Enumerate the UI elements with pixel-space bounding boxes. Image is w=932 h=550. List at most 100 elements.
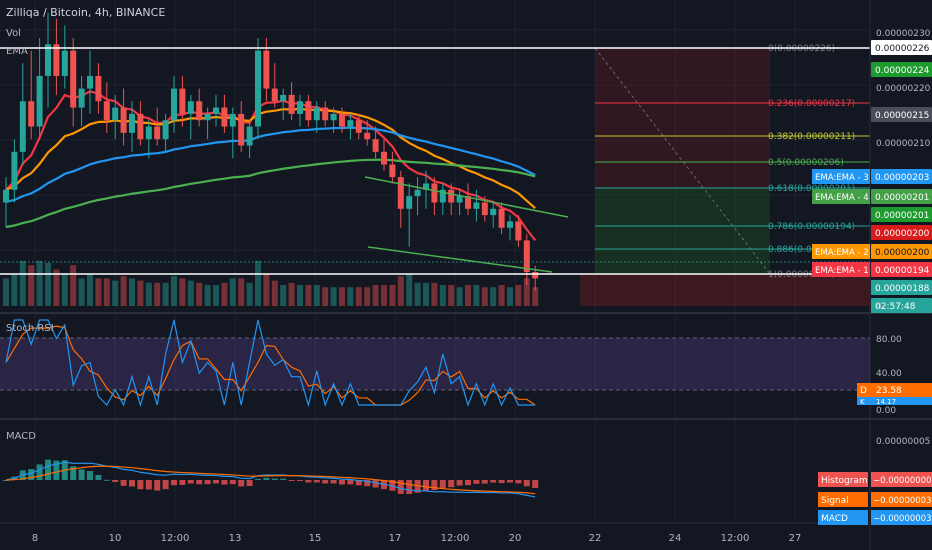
- volume-bar: [330, 287, 337, 306]
- fib-zone-below: [580, 274, 870, 306]
- volume-bar: [515, 285, 522, 306]
- candle-body[interactable]: [498, 208, 505, 228]
- candle-body[interactable]: [456, 196, 463, 203]
- candle-body[interactable]: [171, 88, 177, 121]
- candle-body[interactable]: [297, 101, 303, 114]
- time-axis-label: 12:00: [161, 533, 190, 544]
- candle-body[interactable]: [347, 120, 354, 127]
- volume-bar: [36, 260, 43, 306]
- volume-bar: [28, 265, 35, 306]
- grid-lines: [0, 0, 870, 523]
- macd-panel[interactable]: [3, 459, 539, 498]
- candle-body[interactable]: [162, 120, 169, 140]
- candle-body[interactable]: [120, 107, 127, 133]
- price-axis-label: 0.00000210: [876, 139, 931, 149]
- price-axis[interactable]: 0.00000230 0.00000220 0.00000210 0.00000188…: [812, 29, 932, 525]
- stoch-k-value: 14.17: [876, 398, 896, 406]
- candle-body[interactable]: [213, 107, 219, 114]
- candle-body[interactable]: [330, 113, 337, 121]
- candles[interactable]: [3, 12, 539, 292]
- ema-tag: [812, 169, 870, 184]
- candle-body[interactable]: [238, 113, 245, 146]
- candle-body[interactable]: [112, 107, 119, 121]
- fib-level-label: 0.886(0.00000190): [768, 245, 855, 255]
- candle-body[interactable]: [364, 132, 371, 140]
- candle-body[interactable]: [53, 44, 60, 76]
- stoch-rsi-panel[interactable]: [0, 319, 870, 408]
- candle-body[interactable]: [263, 50, 270, 89]
- candle-body[interactable]: [154, 126, 161, 140]
- ema-tag-text: EMA:EMA - 3: [815, 173, 869, 183]
- candle-body[interactable]: [87, 75, 93, 89]
- candle-body[interactable]: [423, 183, 429, 190]
- candle-body[interactable]: [95, 75, 102, 102]
- candle-body[interactable]: [439, 189, 446, 203]
- candle-body[interactable]: [490, 208, 497, 216]
- macd-histogram-bar: [45, 459, 51, 480]
- candle-body[interactable]: [229, 113, 236, 127]
- candle-body[interactable]: [28, 101, 35, 127]
- candle-body[interactable]: [305, 101, 312, 121]
- price-badge-text: 0.00000200: [875, 248, 930, 258]
- stoch-k-badge: [857, 397, 932, 405]
- candle-body[interactable]: [204, 113, 211, 121]
- macd-histogram-bar: [263, 477, 270, 480]
- candle-body[interactable]: [179, 88, 186, 114]
- macd-histogram-bar: [397, 480, 404, 494]
- candle-body[interactable]: [355, 120, 362, 133]
- candle-body[interactable]: [196, 101, 203, 121]
- candle-body[interactable]: [271, 88, 278, 102]
- candle-body[interactable]: [532, 272, 539, 279]
- candle-body[interactable]: [372, 139, 379, 152]
- candle-body[interactable]: [406, 196, 413, 209]
- candle-body[interactable]: [465, 196, 471, 209]
- candle-body[interactable]: [3, 189, 9, 203]
- candle-body[interactable]: [507, 221, 513, 228]
- candle-body[interactable]: [70, 50, 77, 108]
- candle-body[interactable]: [61, 50, 68, 76]
- candle-body[interactable]: [339, 113, 345, 127]
- candle-body[interactable]: [19, 101, 26, 152]
- upper-trendline[interactable]: [364, 176, 569, 218]
- macd-value: −0.00000003: [873, 496, 932, 506]
- candle-body[interactable]: [129, 113, 135, 133]
- candle-body[interactable]: [431, 183, 438, 203]
- candle-body[interactable]: [381, 151, 387, 165]
- candle-body[interactable]: [523, 240, 530, 273]
- candle-body[interactable]: [389, 164, 396, 178]
- candle-body[interactable]: [187, 101, 194, 114]
- candle-body[interactable]: [515, 221, 522, 241]
- candle-body[interactable]: [45, 44, 51, 76]
- macd-histogram-bar: [187, 480, 194, 484]
- ema-tag-text: EMA:EMA - 4: [815, 193, 869, 203]
- candle-body[interactable]: [448, 189, 455, 203]
- candle-body[interactable]: [255, 50, 261, 127]
- volume-bar: [347, 287, 354, 306]
- time-axis[interactable]: 8 10 12:00 13 15 17 12:00 20 22 24 12:00 27: [32, 533, 802, 544]
- fib-retracement[interactable]: 0(0.00000226) 0.236(0.00000217) 0.382(0.00…: [580, 44, 870, 306]
- candle-body[interactable]: [78, 88, 85, 108]
- candle-body[interactable]: [322, 107, 329, 121]
- candle-body[interactable]: [481, 202, 488, 216]
- candle-body[interactable]: [288, 94, 295, 114]
- candle-body[interactable]: [414, 189, 421, 197]
- lower-trendline[interactable]: [367, 246, 553, 273]
- candle-body[interactable]: [221, 107, 228, 127]
- candle-body[interactable]: [313, 107, 320, 121]
- candle-body[interactable]: [397, 177, 404, 209]
- candle-body[interactable]: [11, 151, 18, 190]
- price-badge: [871, 169, 932, 184]
- price-badge-text: 0.00000226: [875, 44, 930, 54]
- candle-body[interactable]: [145, 126, 152, 140]
- candle-body[interactable]: [246, 126, 253, 146]
- candle-body[interactable]: [473, 202, 480, 209]
- volume-bar: [355, 287, 362, 306]
- trendlines[interactable]: [0, 47, 870, 275]
- volume-bar: [129, 278, 135, 306]
- candle-body[interactable]: [280, 94, 287, 102]
- price-badge: [871, 225, 932, 240]
- candle-body[interactable]: [103, 101, 110, 121]
- candle-body[interactable]: [137, 113, 144, 140]
- candle-body[interactable]: [36, 75, 43, 127]
